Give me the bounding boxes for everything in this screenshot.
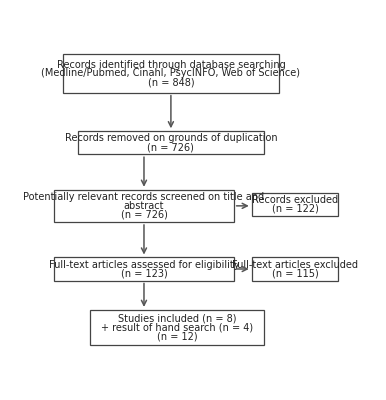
FancyBboxPatch shape <box>54 258 234 280</box>
Text: Records removed on grounds of duplication: Records removed on grounds of duplicatio… <box>64 133 277 143</box>
Text: (n = 123): (n = 123) <box>120 268 168 278</box>
FancyBboxPatch shape <box>63 54 279 93</box>
Text: Studies included (n = 8): Studies included (n = 8) <box>118 314 236 324</box>
Text: (n = 726): (n = 726) <box>120 210 168 220</box>
Text: (n = 848): (n = 848) <box>147 77 194 87</box>
Text: (n = 115): (n = 115) <box>272 268 318 278</box>
Text: (n = 12): (n = 12) <box>157 331 197 341</box>
FancyBboxPatch shape <box>252 193 339 216</box>
Text: + result of hand search (n = 4): + result of hand search (n = 4) <box>101 322 253 332</box>
FancyBboxPatch shape <box>78 131 264 154</box>
Text: Full-text articles assessed for eligibility: Full-text articles assessed for eligibil… <box>49 260 239 270</box>
FancyBboxPatch shape <box>252 258 339 280</box>
Text: Records identified through database searching: Records identified through database sear… <box>56 60 285 70</box>
FancyBboxPatch shape <box>54 190 234 222</box>
FancyBboxPatch shape <box>90 310 264 345</box>
Text: Full-text articles excluded: Full-text articles excluded <box>232 260 358 270</box>
Text: Records excluded: Records excluded <box>252 195 338 205</box>
Text: (Medline/Pubmed, Cinahl, PsycINFO, Web of Science): (Medline/Pubmed, Cinahl, PsycINFO, Web o… <box>41 68 300 78</box>
Text: (n = 122): (n = 122) <box>272 204 318 214</box>
Text: Potentially relevant records screened on title and: Potentially relevant records screened on… <box>24 192 264 202</box>
Text: (n = 726): (n = 726) <box>147 142 194 152</box>
Text: abstract: abstract <box>124 201 164 211</box>
